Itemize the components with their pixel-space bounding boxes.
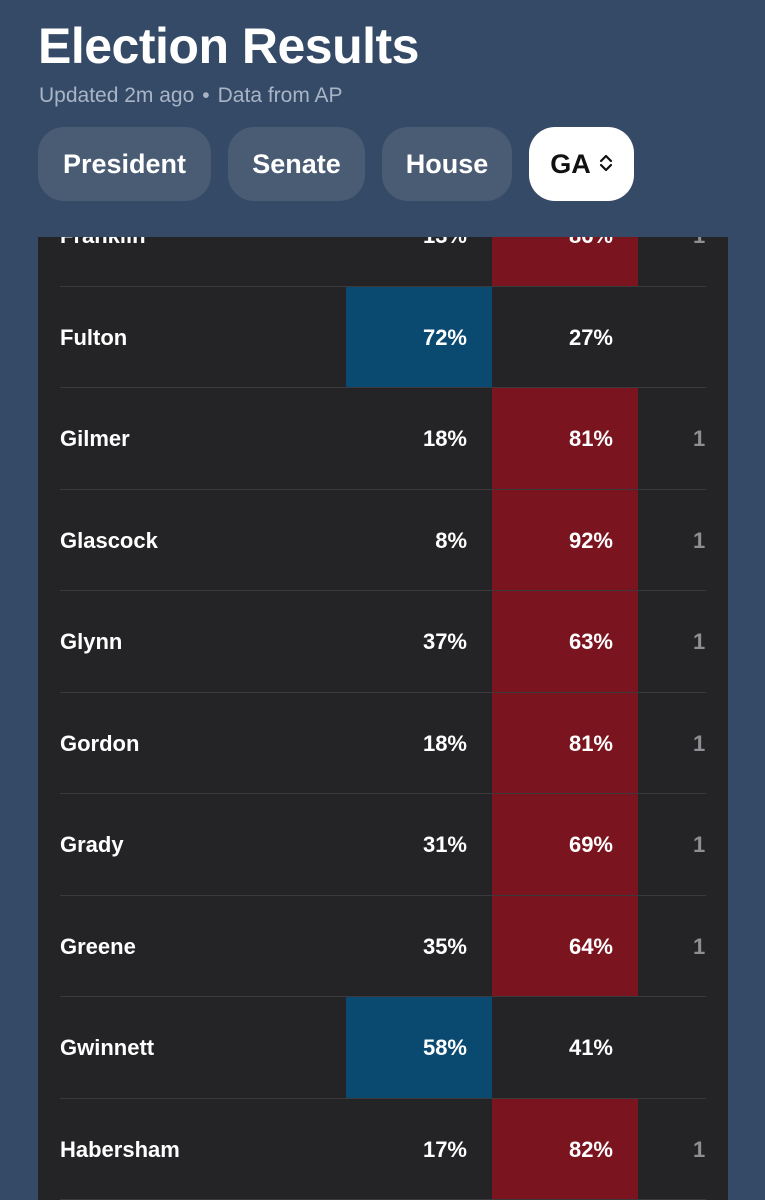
data-source: Data from AP [217, 84, 343, 107]
county-name: Franklin [60, 237, 146, 287]
dem-percent: 31% [422, 832, 467, 857]
rep-percent: 27% [568, 324, 613, 350]
rep-percent: 81% [492, 388, 638, 490]
table-row[interactable]: 72% 27% Fulton [38, 286, 728, 389]
truncated-column-value: 1 [693, 237, 705, 287]
dem-percent: 72% [346, 286, 492, 388]
results-rows: 13%86%Franklin172%27%Fulton18%81%Gilmer1… [38, 237, 728, 1200]
county-name: Gwinnett [60, 1035, 155, 1060]
county-name: Fulton [60, 324, 128, 350]
county-name: Gordon [60, 730, 140, 756]
chip-president[interactable]: President [38, 127, 211, 201]
row-divider [60, 285, 706, 287]
county-name: Grady [60, 832, 124, 857]
truncated-column-value: 1 [693, 933, 705, 959]
row-divider [60, 996, 706, 997]
truncated-column-value: 1 [693, 527, 705, 553]
chip-president-label: President [62, 149, 187, 179]
rep-percent: 69% [492, 794, 638, 896]
rep-percent: 82% [492, 1098, 638, 1200]
chip-house-label: House [405, 149, 489, 179]
rep-percent: 63% [492, 591, 638, 693]
table-row[interactable]: 18% 81% Gordon 1 [38, 692, 728, 794]
dem-percent: 17% [422, 1136, 467, 1162]
state-selector[interactable]: GA [529, 127, 634, 201]
county-name: Glascock [60, 527, 158, 553]
truncated-column-value: 1 [693, 730, 705, 756]
row-divider [60, 793, 706, 794]
updated-time: Updated 2m ago [39, 84, 195, 107]
dem-percent: 58% [346, 997, 492, 1099]
truncated-column-value: 1 [693, 629, 705, 654]
chip-house[interactable]: House [382, 127, 512, 201]
truncated-column-value: 1 [693, 832, 705, 857]
chip-senate-label: Senate [252, 149, 341, 179]
separator-dot: • [202, 84, 210, 107]
truncated-column-value: 1 [693, 1136, 705, 1162]
table-row[interactable]: 58% 41% Gwinnett [38, 997, 728, 1099]
table-row[interactable]: 13%86% Franklin 1 [38, 237, 728, 287]
dem-percent: 18% [422, 426, 467, 451]
row-divider [60, 590, 706, 591]
page-title: Election Results [38, 18, 420, 74]
rep-percent: 86% [492, 237, 638, 287]
table-row[interactable]: 31% 69% Grady 1 [38, 794, 728, 896]
row-divider [60, 894, 706, 896]
table-row[interactable]: 8% 92% Glascock 1 [38, 489, 728, 591]
table-row[interactable]: 35% 64% Greene 1 [38, 895, 728, 997]
rep-percent: 92% [492, 489, 638, 591]
rep-percent: 81% [492, 692, 638, 794]
update-info: Updated 2m ago • Data from AP [39, 82, 343, 110]
dem-percent: 37% [422, 629, 467, 654]
county-name: Greene [60, 933, 136, 959]
chevron-up-down-icon [599, 127, 613, 201]
table-row[interactable]: 18% 81% Gilmer 1 [38, 388, 728, 490]
table-row[interactable]: 17% 82% Habersham 1 [38, 1098, 728, 1200]
results-table[interactable]: 13%86%Franklin172%27%Fulton18%81%Gilmer1… [38, 237, 728, 1200]
county-name: Habersham [60, 1136, 180, 1162]
rep-percent: 41% [568, 1035, 613, 1060]
truncated-column-value [693, 997, 705, 1099]
truncated-column-value: 1 [693, 426, 705, 451]
state-selector-label: GA [550, 149, 591, 179]
row-divider [60, 387, 706, 388]
row-divider [60, 691, 706, 693]
row-divider [60, 1097, 706, 1099]
dem-percent: 8% [435, 527, 467, 553]
truncated-column-value [693, 287, 705, 389]
header: Election Results Updated 2m ago • Data fro… [0, 0, 765, 237]
county-name: Glynn [60, 629, 123, 654]
dem-percent: 18% [422, 730, 467, 756]
dem-percent: 35% [422, 933, 467, 959]
row-divider [60, 488, 706, 490]
rep-percent: 64% [492, 895, 638, 997]
county-name: Gilmer [60, 426, 130, 451]
table-row[interactable]: 37% 63% Glynn 1 [38, 591, 728, 693]
dem-percent: 13% [346, 237, 492, 287]
chip-senate[interactable]: Senate [228, 127, 365, 201]
